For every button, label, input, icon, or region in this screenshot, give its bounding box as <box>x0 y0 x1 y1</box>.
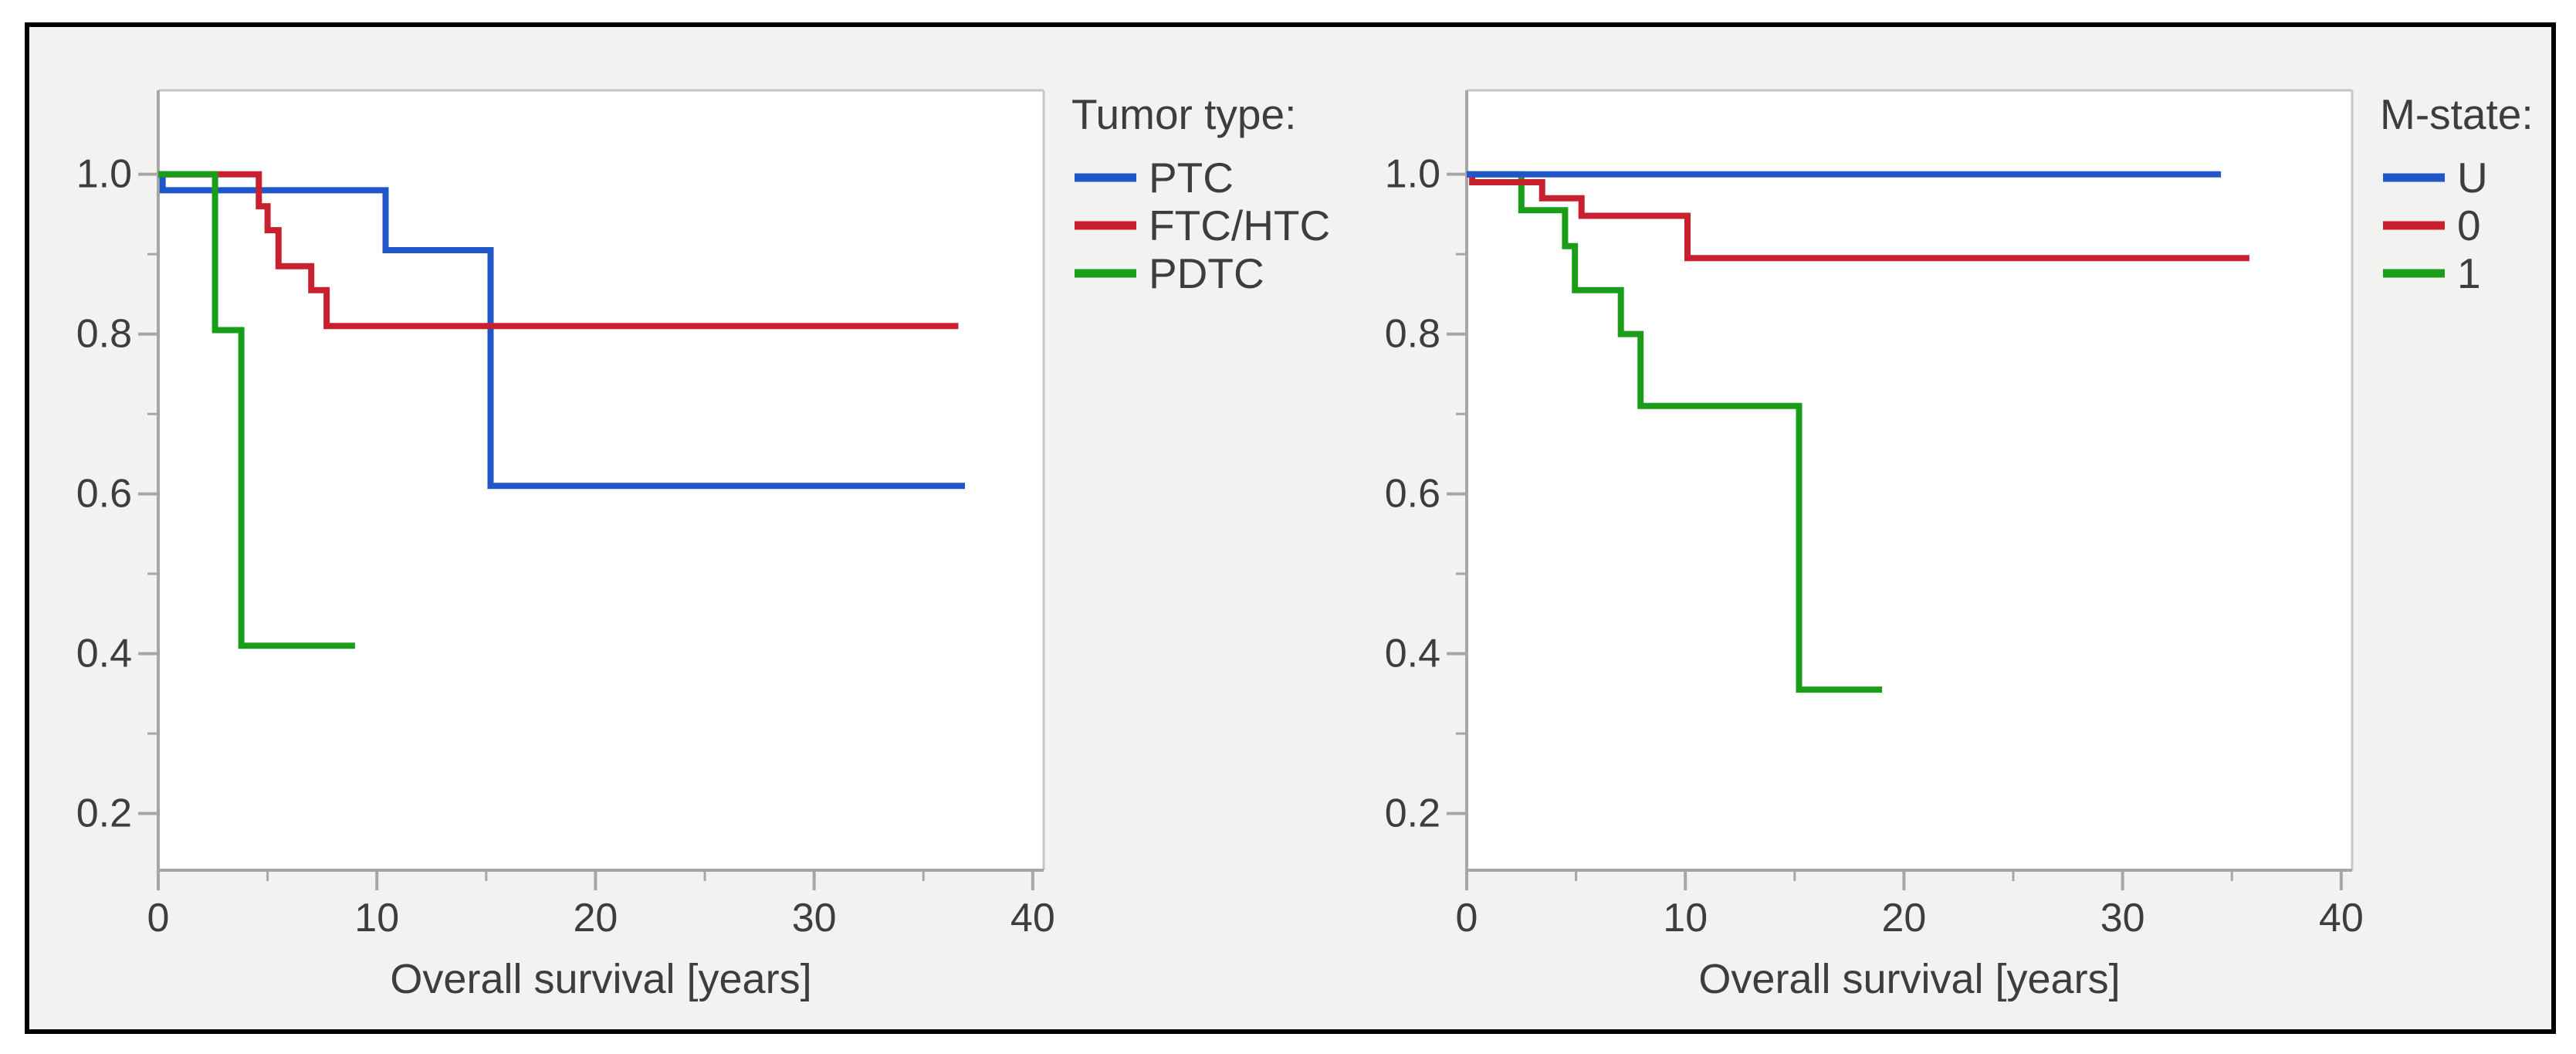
legend-label-0: 0 <box>2457 202 2481 249</box>
series-line-1 <box>1467 171 1883 693</box>
plot-area-m-state <box>1467 90 2352 870</box>
legend-title: M-state: <box>2380 90 2534 138</box>
x-tick-label: 40 <box>1010 896 1055 940</box>
legend-label-PTC: PTC <box>1149 154 1234 202</box>
x-tick-label: 40 <box>2319 896 2364 940</box>
legend-title: Tumor type: <box>1071 90 1296 138</box>
x-tick-label: 0 <box>147 896 170 940</box>
plot-area-tumor-type <box>158 90 1044 870</box>
x-tick-label: 30 <box>792 896 837 940</box>
x-axis-title: Overall survival [years] <box>390 956 811 1002</box>
x-tick-label: 20 <box>1881 896 1926 940</box>
legend-m-state: M-state: U01 <box>2380 90 2534 297</box>
y-tick-label: 0.2 <box>1385 791 1440 836</box>
x-tick-label: 10 <box>354 896 399 940</box>
legend-label-PDTC: PDTC <box>1149 249 1264 297</box>
y-tick-label: 0.8 <box>76 312 132 357</box>
y-tick-label: 0.4 <box>1385 632 1440 676</box>
y-tick-label: 0.8 <box>1385 312 1440 357</box>
y-tick-label: 1.0 <box>76 152 132 197</box>
y-tick-label: 0.6 <box>1385 472 1440 517</box>
y-tick-label: 0.2 <box>76 791 132 836</box>
x-axis-title: Overall survival [years] <box>1698 956 2120 1002</box>
y-tick-label: 0.4 <box>76 632 132 676</box>
x-tick-label: 20 <box>573 896 618 940</box>
series-line-FTC/HTC <box>158 171 959 330</box>
y-tick-label: 0.6 <box>76 472 132 517</box>
x-tick-label: 0 <box>1456 896 1478 940</box>
x-tick-label: 10 <box>1663 896 1708 940</box>
legend-label-U: U <box>2457 154 2488 202</box>
x-tick-label: 30 <box>2100 896 2145 940</box>
series-line-0 <box>1467 171 2249 262</box>
chart-tumor-type: 1.0 0.8 0.6 0.4 0.2 0 10 20 30 40 Overall survival… <box>76 89 1330 1002</box>
series-line-PDTC <box>158 171 355 649</box>
legend-label-1: 1 <box>2457 249 2481 297</box>
legend-label-FTC/HTC: FTC/HTC <box>1149 202 1330 249</box>
y-tick-label: 1.0 <box>1385 152 1440 197</box>
